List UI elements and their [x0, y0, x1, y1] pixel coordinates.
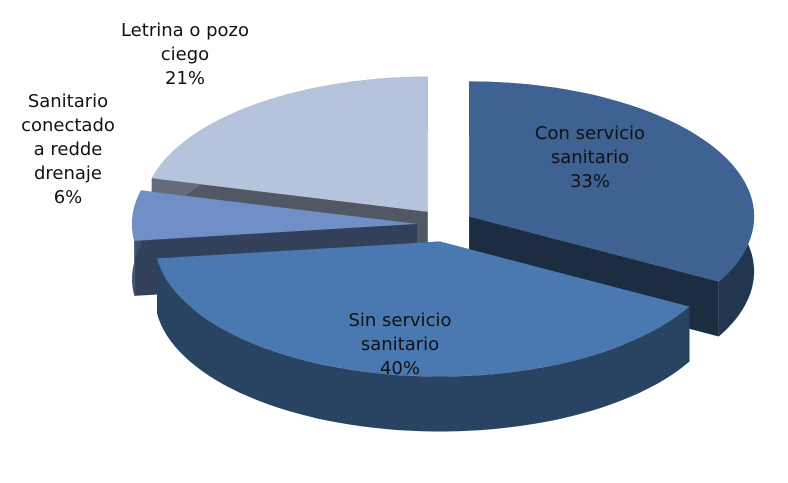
slice-value-label: 21% — [164, 68, 205, 89]
slice-category-label: Letrina o pozo ciego — [120, 20, 250, 65]
slice-label: Letrina o pozo ciego 21% — [100, 19, 270, 91]
slice-top — [151, 76, 428, 212]
slice-value-label: 40% — [379, 358, 420, 379]
slice-category-label: Sanitario conectado a redde drenaje — [21, 91, 115, 184]
slice-top — [132, 190, 418, 241]
slice-side — [157, 258, 690, 432]
slice-label: Con servicio sanitario 33% — [510, 122, 670, 194]
slice-label: Sanitario conectado a redde drenaje 6% — [13, 90, 123, 210]
slice-top — [157, 241, 690, 377]
slice-value-label: 6% — [53, 187, 83, 208]
pie-slice — [157, 241, 690, 432]
slice-category-label: Con servicio sanitario — [534, 123, 646, 168]
slice-top — [469, 81, 755, 282]
slice-label: Sin servicio sanitario 40% — [325, 309, 475, 381]
slice-category-label: Sin servicio sanitario — [348, 310, 452, 355]
slice-value-label: 33% — [569, 171, 610, 192]
